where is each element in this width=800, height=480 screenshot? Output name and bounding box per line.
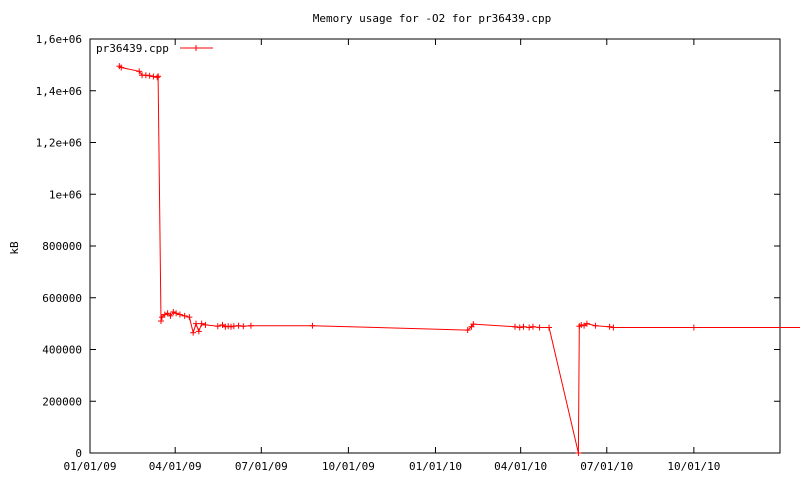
x-tick-label: 07/01/10 [580, 460, 633, 473]
data-point [464, 327, 471, 334]
data-point [195, 328, 202, 335]
data-point [155, 73, 162, 80]
data-point [164, 310, 171, 317]
data-point [222, 323, 229, 330]
data-point [578, 321, 585, 328]
x-tick-label: 01/01/09 [64, 460, 117, 473]
x-tick-label: 07/01/09 [235, 460, 288, 473]
data-point [690, 324, 697, 331]
data-point [214, 323, 221, 330]
data-point [167, 312, 174, 319]
y-tick-label: 0 [75, 447, 82, 460]
data-point [610, 324, 617, 331]
data-point [118, 64, 125, 71]
data-point [136, 68, 143, 75]
data-point [309, 322, 316, 329]
data-point [592, 322, 599, 329]
plot-frame [89, 38, 781, 454]
data-point [170, 308, 177, 315]
x-tick-label: 04/01/10 [494, 460, 547, 473]
y-tick-label: 1,2e+06 [36, 137, 82, 150]
data-point [230, 323, 237, 330]
data-point [526, 324, 533, 331]
y-tick-label: 400000 [42, 344, 82, 357]
data-point [158, 314, 165, 321]
data-point [235, 322, 242, 329]
data-point [520, 323, 527, 330]
x-tick-label: 10/01/10 [667, 460, 720, 473]
data-point [176, 311, 183, 318]
data-point [146, 72, 153, 79]
data-point [161, 311, 168, 318]
data-point [228, 323, 235, 330]
series-line-0 [119, 65, 800, 454]
x-tick-label: 01/01/10 [409, 460, 462, 473]
y-axis: 0 200000 400000 600000 800000 1e+06 1,2e+06 1,4… [36, 33, 780, 460]
series-layer [116, 63, 800, 456]
data-point [157, 318, 164, 325]
y-tick-label: 200000 [42, 395, 82, 408]
y-tick-label: 1,6e+06 [36, 33, 82, 46]
legend-entry-pr36439: pr36439.cpp [96, 42, 169, 55]
data-point [511, 323, 518, 330]
data-point [142, 72, 149, 79]
y-tick-label: 1,4e+06 [36, 85, 82, 98]
data-point [583, 320, 590, 327]
data-point [470, 321, 477, 328]
y-axis-label: kB [8, 241, 21, 255]
x-tick-label: 04/01/09 [149, 460, 202, 473]
y-tick-label: 600000 [42, 292, 82, 305]
data-point [606, 323, 613, 330]
data-point [225, 323, 232, 330]
data-point [536, 324, 543, 331]
data-point [575, 450, 582, 456]
data-point [181, 312, 188, 319]
data-point [529, 323, 536, 330]
legend: pr36439.cpp [96, 42, 213, 55]
y-tick-label: 1e+06 [49, 188, 82, 201]
data-point [202, 321, 209, 328]
x-tick-label: 10/01/09 [322, 460, 375, 473]
data-point [198, 320, 205, 327]
data-point [173, 310, 180, 317]
data-point [154, 74, 161, 81]
data-point [546, 324, 553, 331]
chart-title: Memory usage for -O2 for pr36439.cpp [313, 12, 551, 25]
data-point [516, 324, 523, 331]
data-point [240, 323, 247, 330]
x-axis: 01/01/09 04/01/09 07/01/09 10/01/09 01/01/10… [64, 39, 720, 473]
data-point [186, 314, 193, 321]
data-point [193, 320, 200, 327]
y-tick-label: 800000 [42, 240, 82, 253]
data-point [190, 329, 197, 336]
data-point [247, 322, 254, 329]
